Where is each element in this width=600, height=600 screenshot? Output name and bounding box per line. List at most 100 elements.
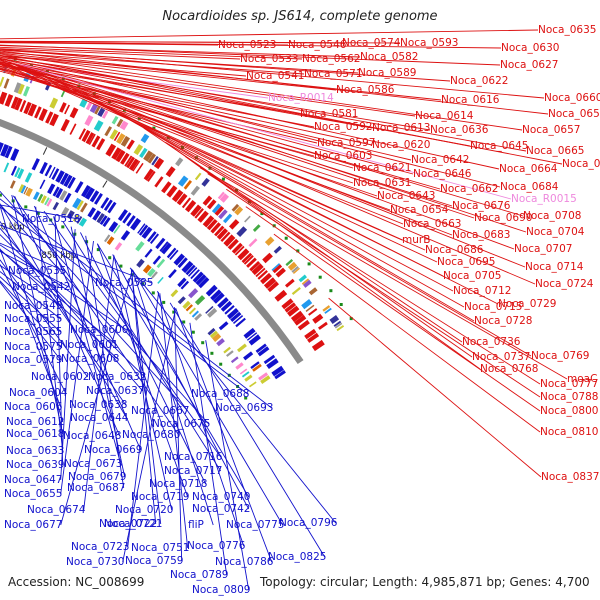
gene-label[interactable]: Noca_0837 <box>541 471 599 483</box>
gene-label[interactable]: Noca_0549 <box>4 300 62 312</box>
gene-label[interactable]: Noca_0630 <box>501 42 559 54</box>
gene-label[interactable]: Noca_0663 <box>403 218 461 230</box>
gene-label[interactable]: Noca_0679 <box>68 471 126 483</box>
gene-label[interactable]: Noca_0712 <box>453 285 511 297</box>
gene-label[interactable]: Noca_0716 <box>164 451 223 463</box>
gene-label[interactable]: Noca_0690 <box>474 212 532 224</box>
gene-label[interactable]: Noca_0608 <box>61 353 119 365</box>
gene-label[interactable]: Noca_R0015 <box>511 193 577 205</box>
gene-label[interactable]: Noca_0589 <box>358 67 416 79</box>
gene-label[interactable]: Noca_0742 <box>192 503 250 515</box>
gene-label[interactable]: Noca_0579 <box>4 354 62 366</box>
gene-label[interactable]: Noca_0620 <box>372 139 430 151</box>
gene-label[interactable]: Noca_0714 <box>525 261 584 273</box>
gene-label[interactable]: Noca_0788 <box>540 391 598 403</box>
gene-label[interactable]: Noca_0723 <box>71 541 129 553</box>
gene-label[interactable]: Noca_0685 <box>562 158 600 170</box>
gene-label[interactable]: Noca_0600 <box>70 324 128 336</box>
gene-label[interactable]: Noca_0638 <box>69 399 127 411</box>
gene-label[interactable]: Noca_0719 <box>131 491 189 503</box>
gene-label[interactable]: Noca_0729 <box>498 298 556 310</box>
gene-label[interactable]: Noca_0541 <box>246 70 304 82</box>
gene-label[interactable]: Noca_0533 <box>240 53 298 65</box>
gene-label[interactable]: Noca_0586 <box>336 84 395 96</box>
gene-label[interactable]: Noca_0643 <box>377 190 435 202</box>
gene-label[interactable]: Noca_0632 <box>88 371 146 383</box>
gene-label[interactable]: Noca_0662 <box>440 183 498 195</box>
gene-label[interactable]: Noca_0642 <box>411 154 469 166</box>
gene-label[interactable]: Noca_0585 <box>95 277 153 289</box>
gene-label[interactable]: Noca_0730 <box>66 556 124 568</box>
gene-label[interactable]: Noca_0601 <box>60 339 118 351</box>
gene-label[interactable]: Noca_0800 <box>540 405 598 417</box>
gene-label[interactable]: Noca_0675 <box>152 418 210 430</box>
gene-label[interactable]: Noca_0737 <box>472 351 530 363</box>
gene-label[interactable]: Noca_0796 <box>279 517 338 529</box>
gene-label[interactable]: Noca_0680 <box>122 429 180 441</box>
gene-label[interactable]: Noca_0518 <box>22 213 80 225</box>
gene-label[interactable]: Noca_0724 <box>535 278 594 290</box>
gene-label[interactable]: Noca_0612 <box>6 416 64 428</box>
gene-label[interactable]: Noca_0627 <box>500 59 558 71</box>
gene-label[interactable]: Noca_0674 <box>27 504 86 516</box>
gene-label[interactable]: Noca_0693 <box>215 402 273 414</box>
gene-label[interactable]: Noca_0603 <box>314 150 372 162</box>
gene-label[interactable]: Noca_0715 <box>464 301 522 313</box>
gene-label[interactable]: Noca_0648 <box>63 430 121 442</box>
gene-label[interactable]: Noca_0637 <box>86 385 144 397</box>
gene-label[interactable]: Noca_0708 <box>523 210 581 222</box>
gene-label[interactable]: Noca_0669 <box>84 444 142 456</box>
gene-label[interactable]: Noca_0593 <box>400 37 458 49</box>
gene-label[interactable]: Noca_0622 <box>450 75 508 87</box>
gene-label[interactable]: Noca_0664 <box>499 163 558 175</box>
gene-label[interactable]: Noca_0546 <box>288 39 347 51</box>
gene-label[interactable]: fliP <box>188 519 204 531</box>
gene-label[interactable]: Noca_0825 <box>268 551 326 563</box>
gene-label[interactable]: Noca_0789 <box>170 569 228 581</box>
gene-label[interactable]: Noca_0621 <box>353 162 411 174</box>
gene-label[interactable]: Noca_0677 <box>4 519 62 531</box>
gene-label[interactable]: Noca_0720 <box>115 504 173 516</box>
gene-label[interactable]: Noca_0776 <box>187 540 246 552</box>
gene-label[interactable]: Noca_0687 <box>67 482 125 494</box>
gene-label[interactable]: Noca_0718 <box>149 478 207 490</box>
gene-label[interactable]: Noca_0759 <box>125 555 183 567</box>
gene-label[interactable]: Noca_0597 <box>317 137 375 149</box>
gene-label[interactable]: Noca_0604 <box>9 387 68 399</box>
gene-label[interactable]: Noca_0667 <box>131 405 189 417</box>
gene-label[interactable]: Noca_0523 <box>218 39 276 51</box>
gene-label[interactable]: Noca_0618 <box>6 428 64 440</box>
gene-label[interactable]: Noca_0683 <box>452 229 510 241</box>
gene-label[interactable]: Noca_0646 <box>413 168 472 180</box>
gene-label[interactable]: Noca_0695 <box>437 256 495 268</box>
gene-label[interactable]: Noca_0565 <box>4 326 62 338</box>
gene-label[interactable]: murB <box>402 234 430 246</box>
gene-label[interactable]: Noca_0684 <box>500 181 559 193</box>
gene-label[interactable]: Noca_0717 <box>164 465 222 477</box>
gene-label[interactable]: Noca_0645 <box>470 140 528 152</box>
gene-label[interactable]: Noca_0647 <box>4 474 62 486</box>
gene-label[interactable]: Noca_0582 <box>360 51 418 63</box>
gene-label[interactable]: Noca_0673 <box>64 458 122 470</box>
gene-label[interactable]: Noca_0751 <box>131 542 189 554</box>
gene-label[interactable]: Noca_0809 <box>192 584 250 596</box>
gene-label[interactable]: Noca_0722 <box>99 518 157 530</box>
gene-label[interactable]: Noca_0740 <box>192 491 250 503</box>
gene-label[interactable]: Noca_0775 <box>226 519 284 531</box>
gene-label[interactable]: Noca_0635 <box>538 24 596 36</box>
gene-label[interactable]: Noca_R0014 <box>268 92 334 104</box>
gene-label[interactable]: Noca_0658 <box>548 108 600 120</box>
gene-label[interactable]: Noca_0704 <box>526 226 585 238</box>
gene-label[interactable]: Noca_0613 <box>372 122 430 134</box>
gene-label[interactable]: Noca_0686 <box>425 244 484 256</box>
gene-label[interactable]: Noca_0562 <box>302 53 360 65</box>
gene-label[interactable]: Noca_0657 <box>522 124 580 136</box>
gene-label[interactable]: Noca_0728 <box>474 315 532 327</box>
gene-label[interactable]: Noca_0644 <box>70 412 129 424</box>
gene-label[interactable]: Noca_0786 <box>215 556 274 568</box>
gene-label[interactable]: Noca_0665 <box>526 145 584 157</box>
gene-label[interactable]: Noca_0768 <box>480 363 538 375</box>
gene-label[interactable]: Noca_0721 <box>104 518 162 530</box>
gene-label[interactable]: Noca_0639 <box>6 459 64 471</box>
gene-label[interactable]: moaC <box>567 373 597 385</box>
